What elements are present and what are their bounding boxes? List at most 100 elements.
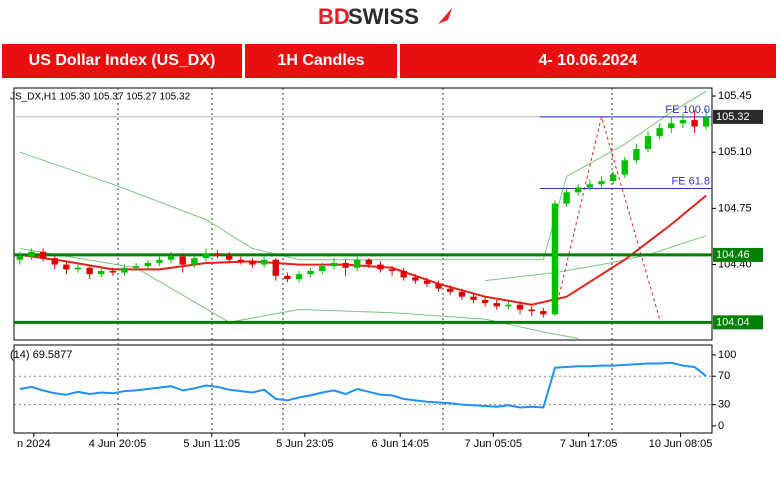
candle-body xyxy=(679,120,687,124)
logo-icon xyxy=(438,8,452,24)
y-tick-label: 105.10 xyxy=(718,146,752,158)
candle-body xyxy=(633,148,640,161)
candle-body xyxy=(668,123,675,129)
candle-body xyxy=(609,174,617,182)
candle-body xyxy=(144,262,151,267)
candle-body xyxy=(167,256,175,260)
candle-body xyxy=(74,267,82,270)
x-tick-label: 4 Jun 20:05 xyxy=(89,438,147,450)
candle-body xyxy=(109,270,117,273)
candle-body xyxy=(447,288,454,292)
candle-body xyxy=(621,160,628,175)
rsi-label: (14) 69.5877 xyxy=(10,349,72,361)
header-timeframe: 1H Candles xyxy=(277,52,364,69)
level-label: 104.46 xyxy=(716,249,750,261)
candle-body xyxy=(563,192,570,204)
candle-body xyxy=(656,128,663,137)
candle-body xyxy=(284,275,291,280)
candle-body xyxy=(586,184,594,188)
rsi-panel xyxy=(13,344,713,434)
indicator-line xyxy=(19,361,707,409)
candle-body xyxy=(28,251,35,257)
x-tick-label: 6 Jun 14:05 xyxy=(371,438,429,450)
candle-body xyxy=(51,258,58,265)
fibo-label: FE 61.8 xyxy=(671,175,710,187)
level-box xyxy=(713,315,763,330)
candle-body xyxy=(342,262,349,268)
last-price-label: 105.32 xyxy=(716,111,750,123)
candle-body xyxy=(458,291,466,297)
candle-body xyxy=(249,261,256,265)
candle-body xyxy=(470,296,477,300)
candle-body xyxy=(63,264,70,270)
indicator-line xyxy=(19,248,579,339)
candle-body xyxy=(412,277,419,281)
logo-swiss: SWISS xyxy=(348,4,419,29)
level-box xyxy=(713,247,763,262)
rsi-tick-label: 30 xyxy=(718,399,730,411)
candle-body xyxy=(226,254,233,260)
rsi-tick-label: 0 xyxy=(718,420,724,432)
candle-body xyxy=(237,259,245,262)
indicator-line xyxy=(19,194,707,306)
candle-body xyxy=(272,259,279,276)
candle-body xyxy=(86,267,93,275)
x-tick-label: 5 Jun 23:05 xyxy=(276,438,334,450)
candle-body xyxy=(330,262,338,267)
candle-body xyxy=(598,181,605,185)
candle-body xyxy=(691,120,698,127)
candle-body xyxy=(551,203,559,315)
candle-body xyxy=(365,259,373,265)
candle-body xyxy=(132,266,140,268)
x-tick-label: n 2024 xyxy=(17,438,51,450)
candle-body xyxy=(377,264,384,270)
fibo-label: FE 100.0 xyxy=(665,104,710,116)
indicator-line xyxy=(485,235,707,282)
candle-body xyxy=(156,259,163,263)
candle-body xyxy=(307,270,314,275)
x-tick-label: 7 Jun 17:05 xyxy=(560,438,618,450)
rsi-tick-label: 70 xyxy=(718,370,730,382)
candle-body xyxy=(202,253,210,259)
candle-body xyxy=(423,280,431,284)
candle-body xyxy=(644,136,652,149)
y-tick-label: 105.45 xyxy=(718,90,752,102)
candle-body xyxy=(319,266,326,271)
last-price-box xyxy=(713,109,763,124)
indicator-line xyxy=(554,114,661,320)
candle-body xyxy=(16,256,24,260)
header-title: US Dollar Index (US_DX) xyxy=(29,52,216,69)
candle-body xyxy=(260,259,268,265)
header-cell xyxy=(245,44,397,78)
x-tick-label: 7 Jun 05:05 xyxy=(465,438,523,450)
header-date: 4- 10.06.2024 xyxy=(539,52,638,69)
rsi-tick-label: 100 xyxy=(718,349,736,361)
candle-body xyxy=(98,270,105,275)
candle-body xyxy=(400,270,407,278)
indicator-line xyxy=(19,90,707,261)
x-tick-label: 5 Jun 11:05 xyxy=(183,438,240,450)
candle-body xyxy=(388,269,396,271)
candle-body xyxy=(575,187,582,193)
candle-body xyxy=(702,116,710,127)
logo: BD SWISS xyxy=(318,4,452,29)
candle-body xyxy=(179,256,186,265)
y-tick-label: 104.75 xyxy=(718,202,752,214)
candle-body xyxy=(493,303,500,307)
candle-body xyxy=(516,304,524,310)
candle-body xyxy=(435,283,442,289)
x-tick-label: 10 Jun 08:05 xyxy=(649,438,713,450)
candle-body xyxy=(39,251,47,259)
price-panel xyxy=(13,87,713,341)
level-label: 104.04 xyxy=(716,316,750,328)
candle-body xyxy=(121,267,128,273)
candle-body xyxy=(353,259,361,268)
candle-body xyxy=(481,299,489,304)
symbol-info: JS_DX,H1 105.30 105.37 105.27 105.32 xyxy=(10,92,191,103)
candle-body xyxy=(214,253,221,255)
chart: n 2024 4 Jun 20:05 5 Jun 11:05 5 Jun 23:05 6… xyxy=(10,87,763,450)
candle-body xyxy=(540,311,547,315)
logo-bd: BD xyxy=(318,4,350,29)
header-cell xyxy=(400,44,776,78)
